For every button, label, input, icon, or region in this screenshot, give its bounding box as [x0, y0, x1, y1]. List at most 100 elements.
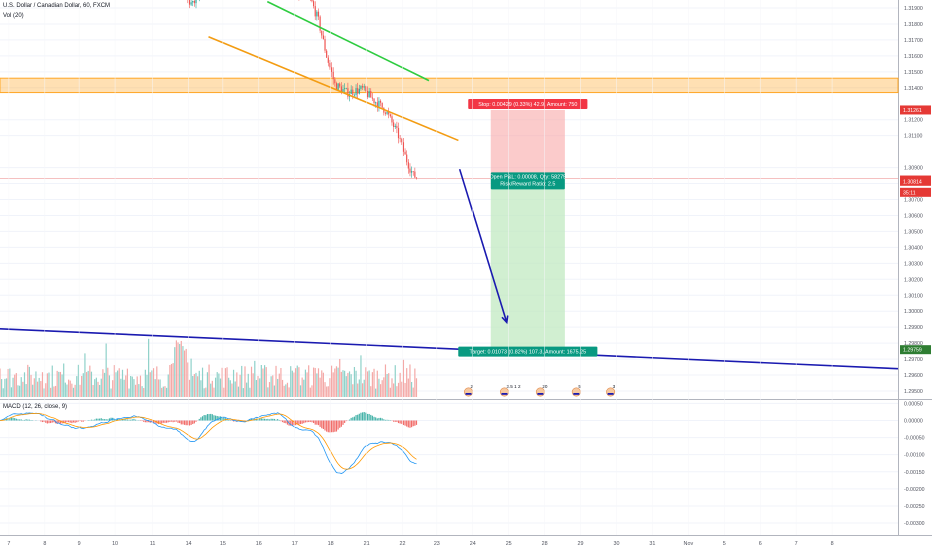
macd-histogram-bar — [63, 420, 65, 424]
volume-bar — [102, 369, 104, 397]
macd-histogram-bar — [159, 420, 161, 424]
volume-bar — [110, 388, 112, 397]
macd-histogram-bar — [232, 420, 235, 422]
volume-bar — [355, 370, 357, 397]
macd-histogram-bar — [226, 419, 228, 421]
macd-histogram-bar — [337, 420, 339, 430]
volume-bar — [249, 387, 251, 397]
volume-bar — [152, 368, 155, 397]
volume-bar — [262, 368, 264, 397]
macd-histogram-bar — [281, 420, 284, 423]
event-marker-icon — [571, 387, 581, 397]
volume-bar — [268, 382, 271, 397]
volume-bar — [226, 367, 228, 397]
volume-bar — [401, 381, 403, 397]
volume-bar — [9, 368, 11, 397]
target-zone — [490, 178, 565, 350]
event-marker-icon — [499, 387, 509, 397]
volume-bar — [149, 372, 151, 397]
ratio-text: Risk/Reward Ratio: 2.5 — [500, 181, 555, 187]
macd-histogram-bar — [368, 413, 370, 421]
volume-bar — [259, 378, 261, 397]
event-marker-label: 3 — [613, 384, 616, 389]
macd-histogram-bar — [115, 419, 117, 421]
date-tick-label: 11 — [150, 541, 156, 547]
volume-bar — [229, 380, 231, 397]
date-tick-label: 18 — [328, 541, 334, 547]
candle-body — [401, 138, 403, 143]
date-tick-label: 8 — [43, 541, 46, 547]
volume-bar — [255, 380, 258, 397]
price-tag-text: 1.30814 — [903, 179, 922, 185]
event-marker: 5 — [571, 384, 581, 397]
volume-bar — [193, 374, 195, 397]
candle-body — [373, 98, 375, 104]
macd-histogram-bar — [272, 418, 274, 421]
volume-bar — [174, 347, 176, 397]
macd-histogram-bar — [283, 420, 285, 423]
macd-histogram-bar — [378, 417, 380, 421]
volume-bar — [365, 367, 367, 397]
macd-histogram-bar — [74, 420, 76, 423]
price-axis: 1.31900 1.31800 1.31700 1.31600 1.31500 1.314… — [0, 6, 923, 395]
volume-bar — [179, 344, 181, 397]
volume-bar — [236, 372, 238, 397]
candle-body — [195, 0, 197, 4]
volume-bar — [391, 378, 393, 397]
macd-histogram-bar — [265, 419, 267, 421]
macd-histogram-bar — [56, 420, 58, 424]
macd-histogram-bar — [410, 420, 413, 428]
volume-bar — [165, 387, 168, 397]
macd-histogram-bar — [131, 419, 133, 421]
macd-histogram-bar — [192, 420, 194, 425]
volume-bar — [7, 368, 9, 397]
macd-histogram-bar — [72, 420, 75, 423]
date-tick-label: 15 — [220, 541, 226, 547]
date-tick-label: 31 — [649, 541, 655, 547]
macd-histogram-bar — [278, 419, 280, 421]
macd-histogram-bar — [286, 420, 289, 425]
volume-bar — [363, 379, 365, 397]
price-tick-label: 1.31200 — [904, 118, 923, 124]
volume-bar — [216, 372, 218, 397]
macd-histogram-bar — [95, 418, 97, 421]
macd-histogram-bar — [379, 417, 382, 421]
candle-body — [389, 114, 391, 117]
macd-histogram-bar — [58, 420, 60, 424]
volume-bar — [200, 380, 202, 397]
volume-bar — [112, 380, 114, 397]
macd-histogram-bar — [358, 413, 360, 421]
volume-bar — [43, 388, 45, 397]
price-tag-bg — [900, 176, 931, 186]
candle-body — [407, 162, 409, 169]
projection-arrow — [458, 168, 508, 323]
macd-histogram-bar — [345, 420, 347, 422]
macd-histogram-bar — [59, 420, 62, 424]
volume-bar — [66, 384, 68, 397]
volume-bar — [167, 374, 169, 397]
macd-histogram-bar — [308, 420, 310, 423]
macd-histogram-bar — [312, 420, 315, 423]
volume-bar — [383, 377, 385, 397]
event-marker-icon — [464, 387, 474, 397]
candle-body — [376, 102, 378, 108]
macd-histogram-bar — [143, 420, 145, 422]
volume-bar — [161, 387, 163, 397]
volume-bar — [159, 379, 161, 397]
volume-bar — [312, 367, 315, 397]
macd-histogram-bar — [185, 420, 187, 426]
macd-histogram-bar — [213, 415, 215, 421]
candle-body — [192, 0, 194, 3]
macd-histogram-bar — [306, 420, 308, 423]
volume-bar — [285, 384, 287, 397]
macd-histogram-bar — [200, 417, 202, 421]
signal-line — [0, 413, 417, 470]
candle-body — [330, 67, 333, 72]
volume-bar — [115, 372, 117, 397]
macd-histogram-bar — [66, 420, 68, 423]
candle-body — [386, 111, 388, 114]
macd-histogram-bar — [401, 420, 403, 424]
price-tag-text: 35:11 — [903, 190, 916, 196]
volume-bar — [303, 379, 305, 397]
